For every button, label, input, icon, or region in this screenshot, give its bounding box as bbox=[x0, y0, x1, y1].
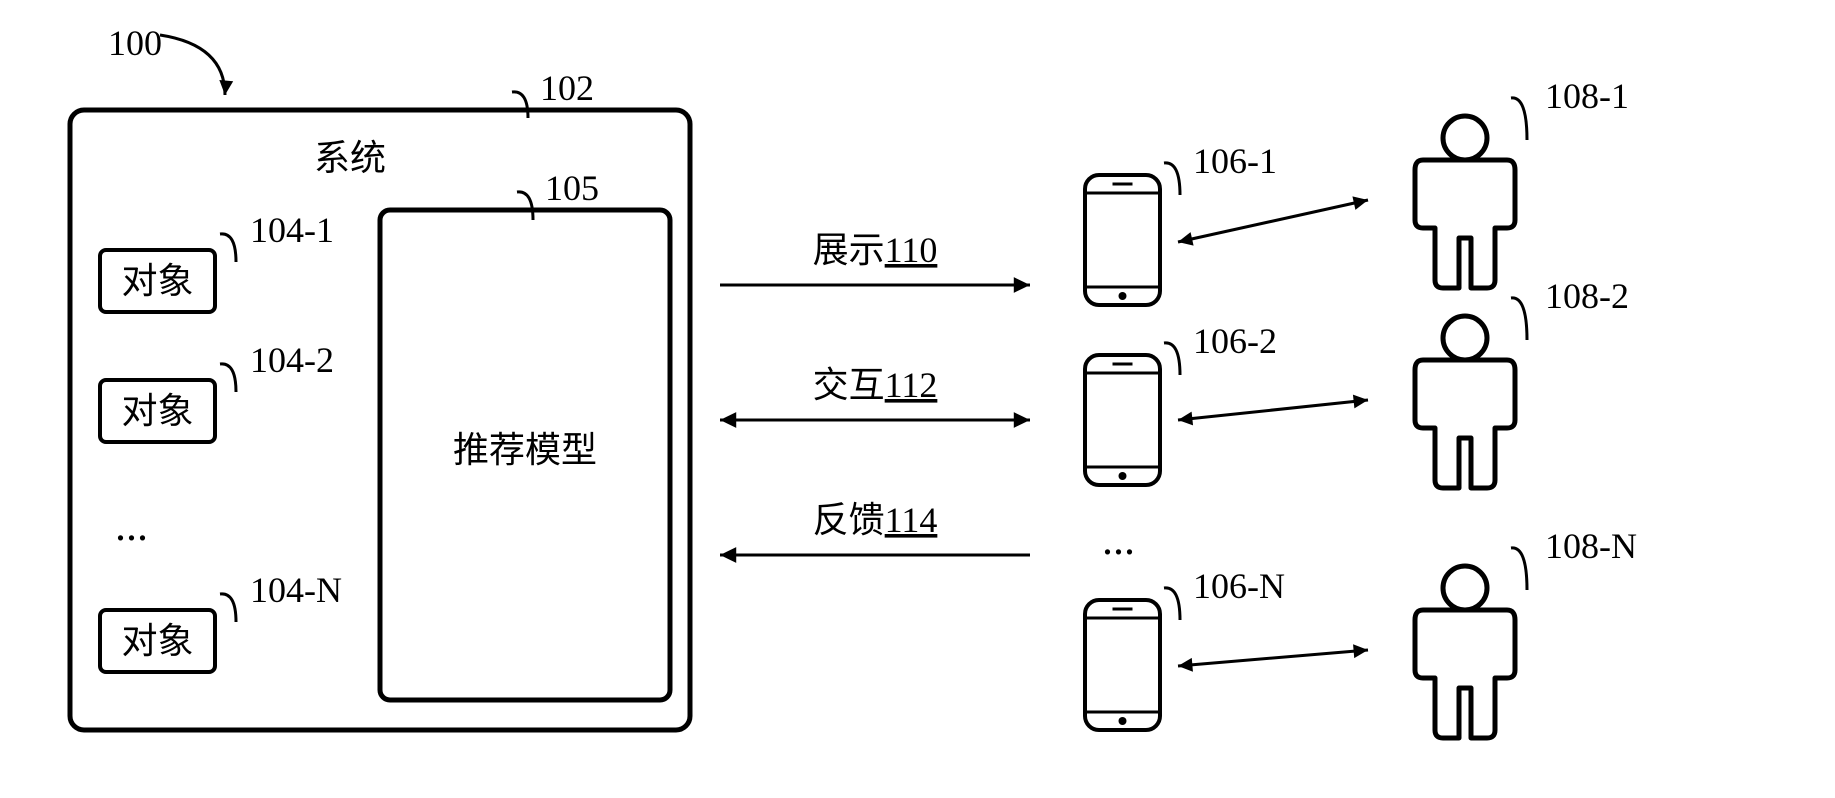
arrowhead-icon bbox=[219, 80, 233, 95]
person-icon bbox=[1415, 316, 1515, 488]
ref-105: 105 bbox=[545, 168, 599, 208]
ref-108-1: 108-1 bbox=[1545, 76, 1629, 116]
arrow-label: 交互112 bbox=[813, 365, 938, 405]
arrowhead-icon bbox=[720, 412, 736, 428]
ref-102: 102 bbox=[540, 68, 594, 108]
phone-icon bbox=[1085, 355, 1160, 485]
arrowhead-icon bbox=[1353, 644, 1368, 658]
ref-106-1: 106-1 bbox=[1193, 141, 1277, 181]
ref-108-2: 108-2 bbox=[1545, 276, 1629, 316]
ref-108-N: 108-N bbox=[1545, 526, 1637, 566]
arrowhead-icon bbox=[720, 547, 736, 563]
person-icon bbox=[1415, 116, 1515, 288]
arrowhead-icon bbox=[1178, 232, 1194, 246]
model-label: 推荐模型 bbox=[453, 430, 597, 470]
arrowhead-icon bbox=[1014, 412, 1030, 428]
object-ellipsis: ... bbox=[115, 501, 148, 550]
object-label-0: 对象 bbox=[121, 261, 193, 301]
arrowhead-icon bbox=[1352, 196, 1368, 210]
ref-104-2: 104-2 bbox=[250, 340, 334, 380]
arrowhead-icon bbox=[1178, 658, 1193, 672]
ref-104-N: 104-N bbox=[250, 570, 342, 610]
object-label-1: 对象 bbox=[121, 391, 193, 431]
phone-icon bbox=[1085, 175, 1160, 305]
figure-ref-100: 100 bbox=[108, 23, 162, 63]
system-box-label: 系统 bbox=[314, 138, 386, 178]
ref-106-2: 106-2 bbox=[1193, 321, 1277, 361]
arrow-label: 展示110 bbox=[813, 230, 938, 270]
arrowhead-icon bbox=[1014, 277, 1030, 293]
arrow-label: 反馈114 bbox=[813, 500, 938, 540]
device-ellipsis: ... bbox=[1102, 515, 1135, 564]
object-label-2: 对象 bbox=[121, 621, 193, 661]
diagram-canvas: 100 系统 102 对象 104-1 对象 104-2 对象 104-N... 推荐模型 105 展… bbox=[0, 0, 1835, 798]
person-icon bbox=[1415, 566, 1515, 738]
curved-pointer bbox=[160, 35, 225, 95]
phone-icon bbox=[1085, 600, 1160, 730]
ref-104-1: 104-1 bbox=[250, 210, 334, 250]
ref-106-N: 106-N bbox=[1193, 566, 1285, 606]
